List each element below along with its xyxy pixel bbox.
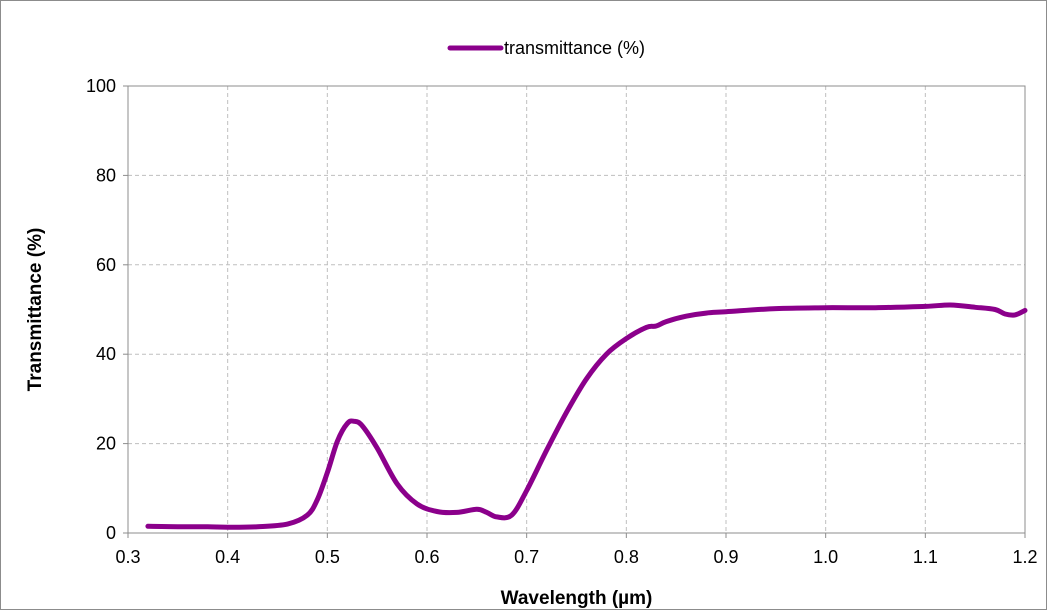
y-tick-label: 20 [96,434,116,454]
series-line-transmittance [145,302,1028,530]
y-axis-tick-labels: 0 20 40 60 80 100 [86,76,116,543]
x-tick-label: 0.7 [514,547,539,567]
x-tick-label: 0.3 [115,547,140,567]
x-tick-label: 1.2 [1012,547,1037,567]
x-axis-title: Wavelength (µm) [501,588,653,609]
y-tick-label: 40 [96,344,116,364]
y-tick-label: 0 [106,523,116,543]
series-lines [145,302,1028,530]
legend: transmittance (%) [447,38,645,58]
legend-label: transmittance (%) [504,38,645,58]
x-tick-label: 0.6 [414,547,439,567]
y-tick-label: 60 [96,255,116,275]
y-axis-title: Transmittance (%) [25,228,46,392]
x-tick-label: 1.1 [913,547,938,567]
x-tick-label: 0.9 [713,547,738,567]
x-tick-label: 0.8 [614,547,639,567]
x-tick-label: 0.5 [315,547,340,567]
x-tick-label: 0.4 [215,547,240,567]
y-tick-label: 100 [86,76,116,96]
x-axis-tick-labels: 0.3 0.4 0.5 0.6 0.7 0.8 0.9 1.0 1.1 1.2 [115,547,1037,567]
y-tick-label: 80 [96,165,116,185]
axis-tick-marks [123,85,1026,538]
x-tick-label: 1.0 [813,547,838,567]
gridlines [128,86,1025,533]
